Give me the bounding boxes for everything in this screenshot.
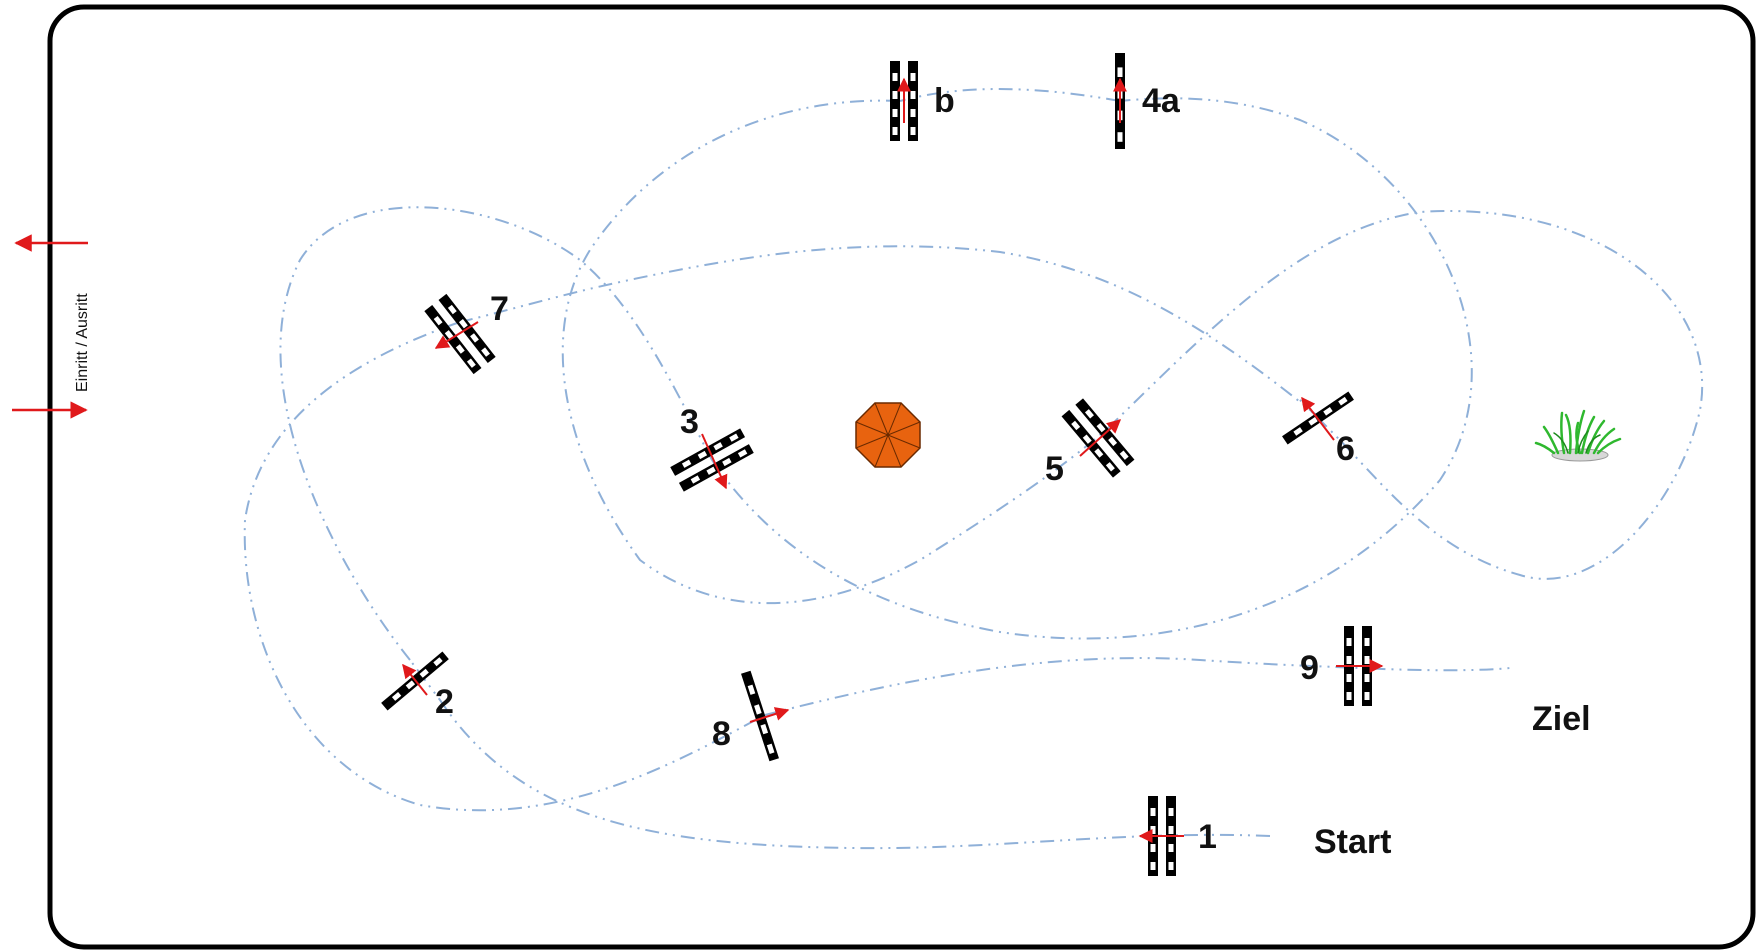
umbrella-icon [855,402,921,468]
entry-exit-arrows: Einritt / Ausritt [12,234,91,419]
obstacle-1-label: 1 [1198,818,1217,856]
route-2-loop-to-3 [279,206,713,661]
obstacle-b [890,61,918,141]
route-7-loop-to-8 [243,321,766,812]
route-3-loop-to-4a [711,97,1473,640]
obstacle-1 [1138,796,1184,876]
finish-label: Ziel [1532,700,1591,738]
route-b-loop-to-5 [561,99,1109,605]
start-label: Start [1314,823,1391,861]
route-8-to-9 [764,657,1511,716]
route-5-loop-to-6 [1107,210,1704,580]
obstacle-8 [741,670,790,762]
obstacle-9 [1336,626,1384,706]
obstacle-3 [670,428,754,492]
obstacle-8-label: 8 [712,715,731,753]
obstacle-2-label: 2 [435,683,454,721]
obstacle-2 [381,651,449,711]
route-4a-to-b [899,88,1121,102]
riding-route [243,88,1704,850]
route-6-loop-to-7 [459,245,1321,419]
route-start-to-2 [409,659,1271,850]
obstacle-4a-label: 4a [1142,82,1181,120]
obstacle-3-label: 3 [680,403,699,441]
obstacle-7-label: 7 [490,290,509,328]
obstacle-7 [424,293,496,375]
obstacle-6 [1282,391,1354,445]
obstacle-9-label: 9 [1300,649,1319,687]
grass-icon [1534,409,1622,462]
arena-border [47,4,1756,950]
obstacle-5 [1061,398,1135,478]
entry-exit-label: Einritt / Ausritt [74,293,91,392]
obstacle-6-num: 6 [1336,430,1355,468]
obstacle-5-label: 5 [1045,450,1064,488]
obstacle-b-label: b [934,82,955,120]
obstacle-4a [1113,53,1127,149]
